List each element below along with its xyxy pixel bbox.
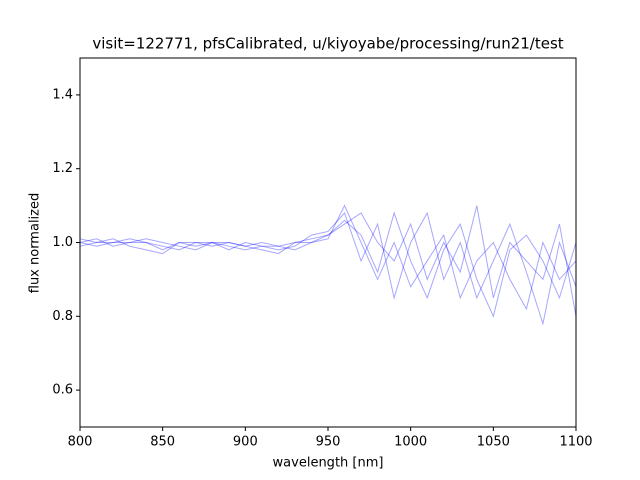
spectrum-line (79, 211, 577, 318)
y-tick-label: 0.8 (52, 309, 73, 324)
x-tick-label: 850 (150, 435, 175, 450)
y-tick-label: 1.2 (52, 161, 73, 176)
spectrum-line (79, 205, 577, 317)
y-tick-label: 1.4 (52, 87, 73, 102)
chart-title: visit=122771, pfsCalibrated, u/kiyoyabe/… (92, 35, 563, 53)
x-tick-label: 900 (233, 435, 258, 450)
spectrum-line (79, 204, 577, 311)
y-tick-label: 1.0 (52, 235, 73, 250)
y-axis-label: flux normalized (28, 193, 43, 294)
x-axis-label: wavelength [nm] (273, 456, 384, 471)
x-tick-label: 800 (68, 435, 93, 450)
spectrum-line (79, 211, 577, 326)
x-tick-label: 950 (316, 435, 341, 450)
x-tick-label: 1100 (559, 435, 592, 450)
y-tick-label: 0.6 (52, 383, 73, 398)
x-tick-label: 1000 (394, 435, 427, 450)
plot-area (79, 204, 577, 326)
x-tick-label: 1050 (477, 435, 510, 450)
